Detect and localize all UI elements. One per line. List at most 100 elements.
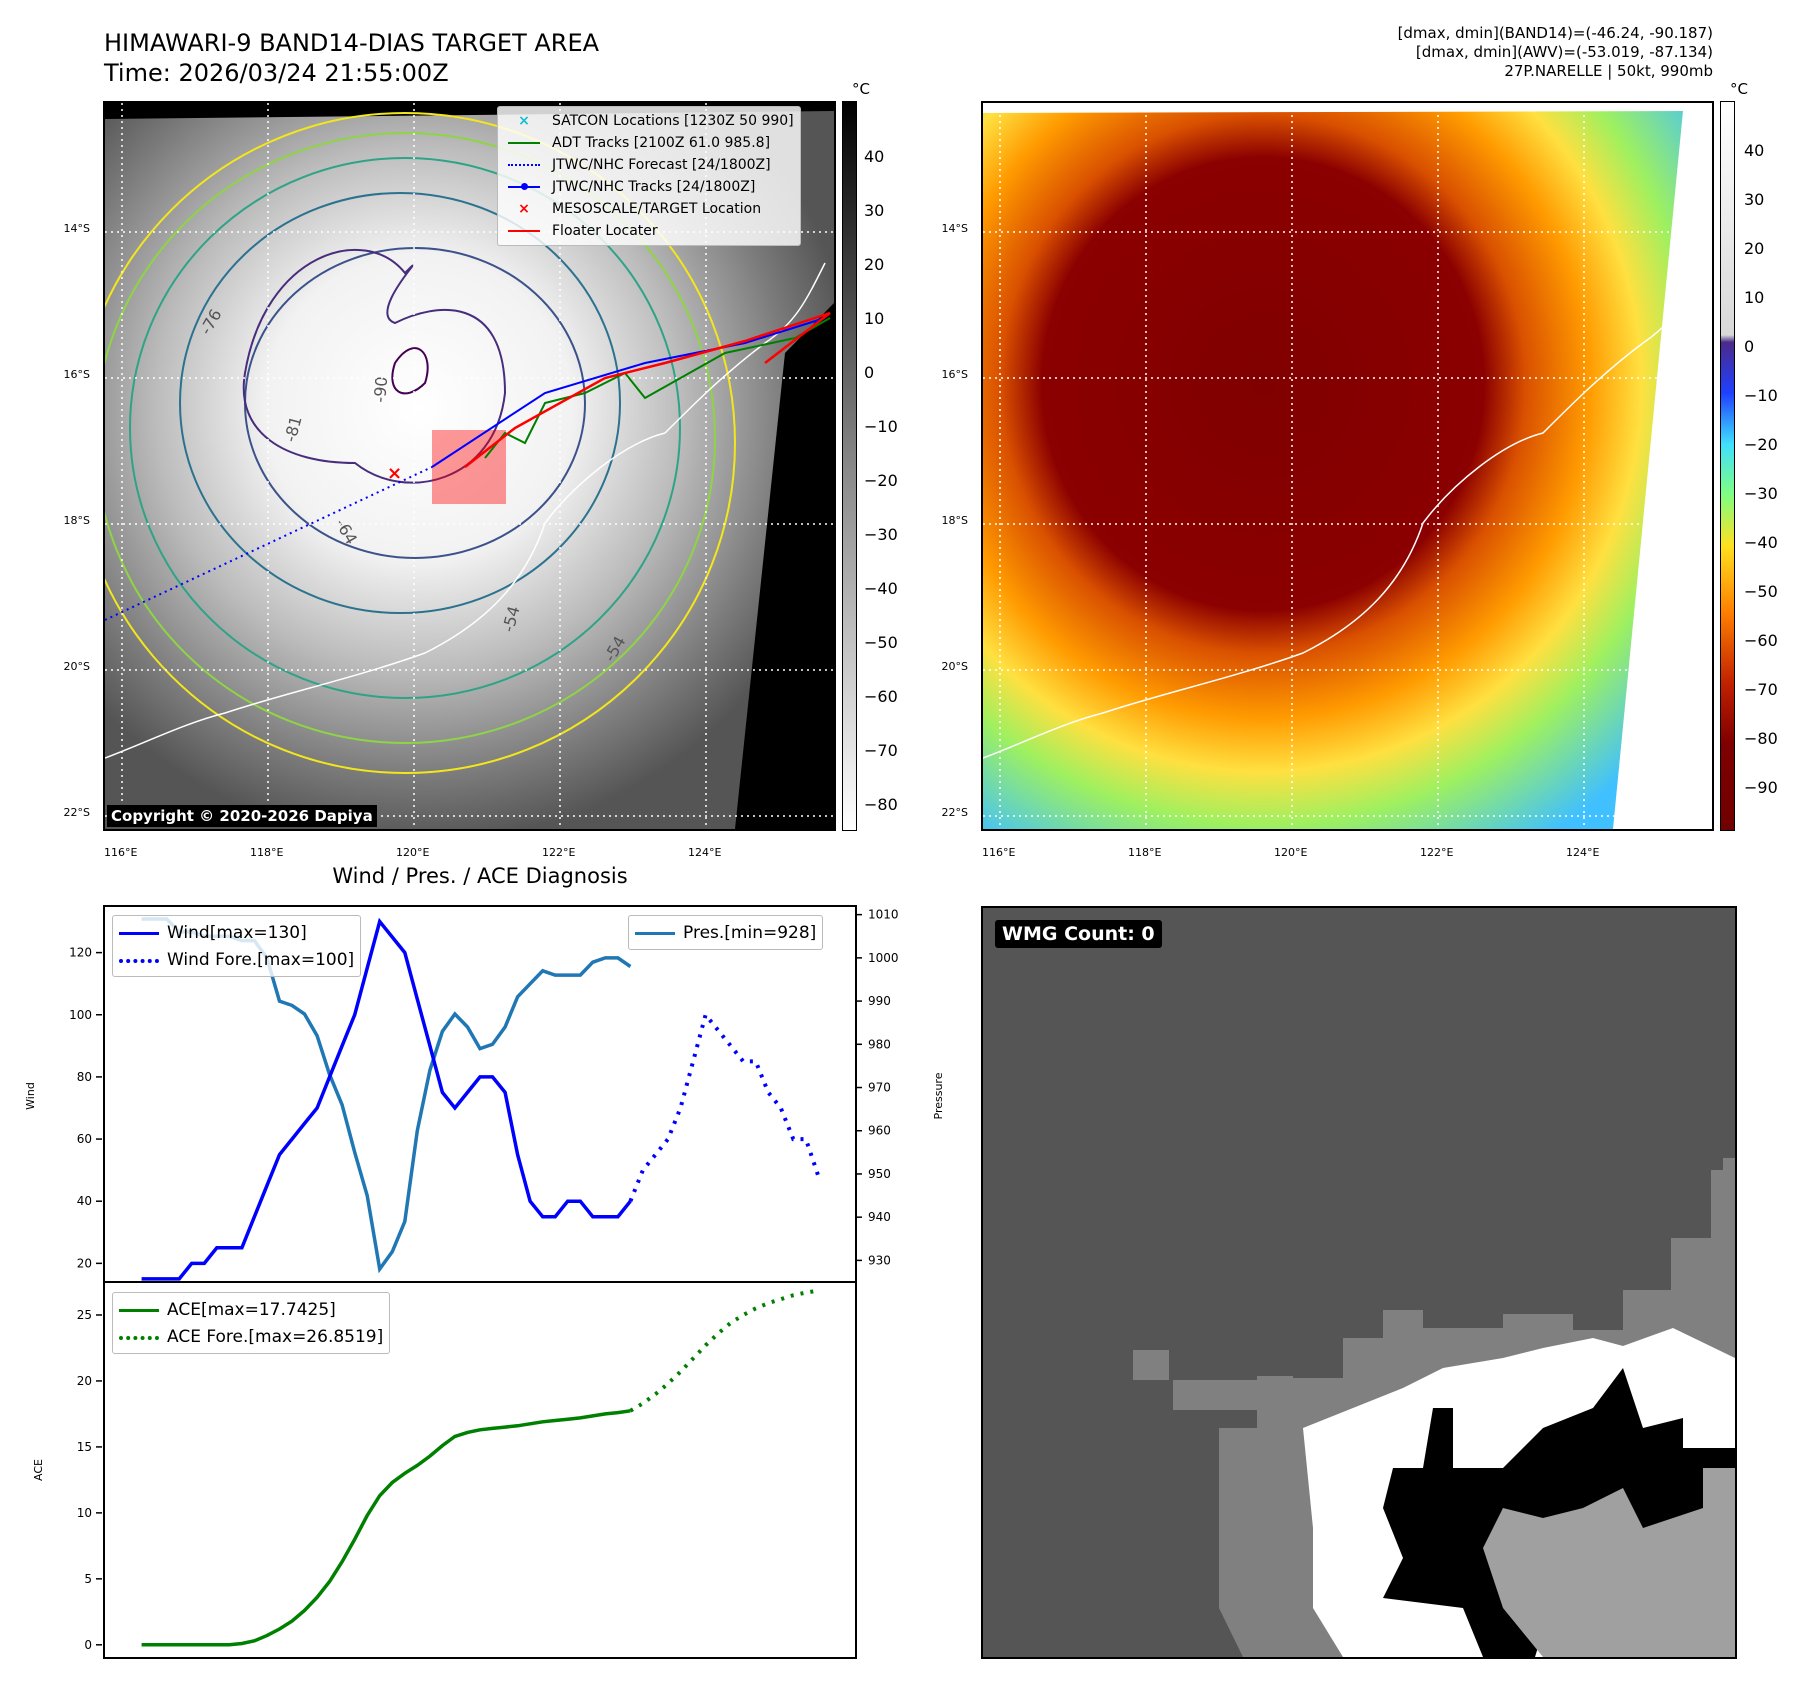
colorbar-tick: −50	[864, 633, 898, 652]
lat-label: 18°S	[63, 514, 90, 527]
lat-label: 14°S	[63, 222, 90, 235]
colorbar-tick: 30	[864, 201, 885, 220]
forecast-track	[105, 466, 433, 621]
legend-label: JTWC/NHC Tracks [24/1800Z]	[552, 179, 756, 195]
legend-ace: ACE[max=17.7425]	[119, 1296, 383, 1323]
awv-gridlines	[983, 103, 1712, 829]
wind-forecast-line	[628, 1010, 821, 1202]
lon-label: 122°E	[1420, 846, 1454, 859]
lon-label: 116°E	[982, 846, 1016, 859]
pres-tick: 990	[868, 994, 891, 1008]
contours	[105, 112, 736, 774]
colorbar-tick: −60	[864, 687, 898, 706]
lon-label: 124°E	[1566, 846, 1600, 859]
legend-label: Wind[max=130]	[167, 922, 307, 943]
legend-dotted-icon	[504, 158, 544, 172]
colorbar-tick: −70	[864, 741, 898, 760]
awv-map	[981, 101, 1714, 831]
wmg-lightgray-region	[1483, 1468, 1735, 1657]
legend-mesoscale: × MESOSCALE/TARGET Location	[504, 198, 794, 220]
pres-tick: 930	[868, 1253, 891, 1267]
colorbar-unit: °C	[852, 80, 870, 98]
legend-satcon: × SATCON Locations [1230Z 50 990]	[504, 110, 794, 132]
colorbar-tick: −60	[1744, 631, 1778, 650]
lon-label: 118°E	[1128, 846, 1162, 859]
colorbar-tick: −20	[864, 471, 898, 490]
lon-label: 118°E	[250, 846, 284, 859]
colorbar-tick: −80	[1744, 729, 1778, 748]
legend-label: Pres.[min=928]	[683, 922, 817, 943]
lat-label: 16°S	[941, 368, 968, 381]
ace-tick: 0	[84, 1638, 92, 1652]
pres-tick: 940	[868, 1210, 891, 1224]
ace-tick: 10	[77, 1506, 92, 1520]
colorbar-tick: −30	[864, 525, 898, 544]
pres-tick: 960	[868, 1124, 891, 1138]
wind-tick: 40	[77, 1194, 92, 1208]
lat-label: 14°S	[941, 222, 968, 235]
floater-track	[464, 311, 831, 468]
colorbar-tick: 20	[864, 255, 885, 274]
legend-dotted-icon	[119, 953, 159, 967]
lat-label: 18°S	[941, 514, 968, 527]
legend-adt: ADT Tracks [2100Z 61.0 985.8]	[504, 132, 794, 154]
colorbar-tick: −10	[864, 417, 898, 436]
legend-label: ACE[max=17.7425]	[167, 1299, 336, 1320]
colorbar-tick: 0	[864, 363, 875, 382]
ace-tick: 25	[77, 1308, 92, 1322]
lon-label: 120°E	[1274, 846, 1308, 859]
wmg-gray-block	[1173, 1380, 1257, 1410]
coastline	[105, 262, 826, 759]
band14-map: -76 -81 -90 -64 -54 -54 × × SATCO	[103, 101, 836, 831]
info-band14: [dmax, dmin](BAND14)=(-46.24, -90.187)	[1397, 24, 1713, 42]
floater-box	[432, 430, 506, 504]
lat-label: 20°S	[63, 660, 90, 673]
colorbar-unit: °C	[1730, 80, 1748, 98]
legend-line-icon	[635, 926, 675, 940]
wmg-black-region	[1383, 1368, 1735, 1657]
wmg-panel: WMG Count: 0	[981, 906, 1737, 1659]
colorbar-tick: 40	[864, 147, 885, 166]
contour-teal	[129, 157, 681, 699]
legend-floater: Floater Locater	[504, 220, 794, 242]
awv-coastline	[983, 262, 1704, 759]
pres-tick: 1000	[868, 951, 899, 965]
lat-label: 22°S	[63, 806, 90, 819]
colorbar-tick: 20	[1744, 239, 1765, 258]
ace-tick: 20	[77, 1374, 92, 1388]
colorbar-tick: 0	[1744, 337, 1755, 356]
legend-forecast: JTWC/NHC Forecast [24/1800Z]	[504, 154, 794, 176]
legend-line-icon	[119, 1303, 159, 1317]
lon-label: 120°E	[396, 846, 430, 859]
map-legend: × SATCON Locations [1230Z 50 990] ADT Tr…	[497, 106, 801, 246]
legend-pres: Pres.[min=928]	[635, 919, 816, 946]
lon-label: 116°E	[104, 846, 138, 859]
awv-map-canvas	[983, 103, 1712, 829]
colorbar-tick: −70	[1744, 680, 1778, 699]
legend-x-icon: ×	[518, 113, 530, 129]
diagnosis-chart: Wind Pressure ACE 120 100 80 60 40 20 10…	[24, 905, 945, 1659]
colorbar-tick: −80	[864, 795, 898, 814]
colorbar-tick: 10	[864, 309, 885, 328]
pressure-legend: Pres.[min=928]	[628, 915, 824, 950]
pres-tick: 970	[868, 1081, 891, 1095]
legend-line-dot-icon	[504, 180, 544, 194]
ace-axis-label: ACE	[32, 1459, 45, 1481]
contour-center	[391, 347, 429, 395]
ace-series-line	[141, 1409, 631, 1647]
pres-tick: 980	[868, 1037, 891, 1051]
diagnosis-title: Wind / Pres. / ACE Diagnosis	[332, 864, 628, 888]
pres-tick: 950	[868, 1167, 891, 1181]
legend-label: JTWC/NHC Forecast [24/1800Z]	[552, 157, 771, 173]
pres-tick: 1010	[868, 908, 899, 922]
wind-tick: 80	[77, 1070, 92, 1084]
legend-wind-fore: Wind Fore.[max=100]	[119, 946, 354, 973]
wmg-gray-block	[1133, 1350, 1169, 1380]
wmg-count-badge: WMG Count: 0	[995, 920, 1162, 948]
legend-line-icon	[119, 926, 159, 940]
legend-wind: Wind[max=130]	[119, 919, 354, 946]
wind-tick: 20	[77, 1256, 92, 1270]
wind-series-line	[141, 917, 632, 1281]
colorbar-tick: 30	[1744, 190, 1765, 209]
ace-plot-frame	[103, 1281, 857, 1659]
